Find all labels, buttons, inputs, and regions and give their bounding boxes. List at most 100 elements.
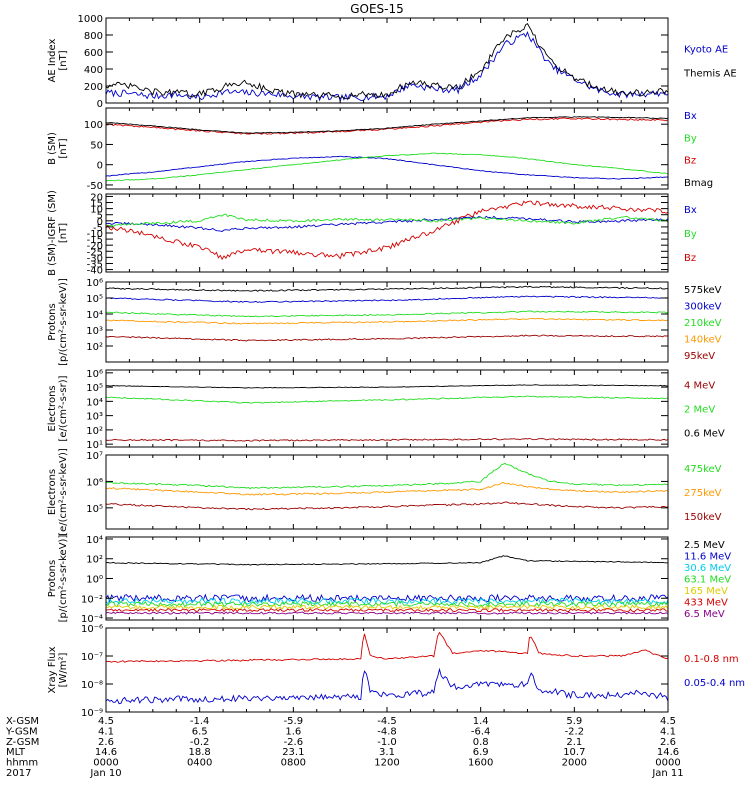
x-axis-value: -1.4 — [190, 716, 210, 727]
y-tick-label: 5 — [97, 211, 103, 222]
series-150kev-line — [105, 501, 669, 511]
y-axis-label: AE Index — [47, 38, 58, 82]
y-tick-label: 200 — [84, 82, 103, 93]
y-tick-label: 10⁻⁹ — [81, 708, 103, 719]
series-2-5-mev-line — [105, 555, 669, 566]
panel-7: 10⁻⁴ 10⁻² 10⁰ 10² 10⁴ Protons [p/(cm²-s-sr-keV… — [47, 535, 731, 625]
y-tick-label: 10³ — [86, 326, 103, 337]
y-tick-label: 10⁴ — [86, 397, 103, 408]
series-575kev-line — [105, 285, 669, 292]
series-bz-line — [105, 117, 669, 135]
series-bmag-line — [105, 116, 669, 134]
series-themis-ae-line — [105, 22, 669, 100]
y-tick-label: 600 — [84, 48, 103, 59]
x-axis-value: -6.4 — [471, 726, 491, 737]
x-axis-value: 0000 — [93, 758, 118, 769]
y-tick-label: 10⁻⁶ — [81, 624, 103, 635]
x-axis-value: -2.2 — [565, 726, 585, 737]
x-axis-value: -0.2 — [190, 737, 210, 748]
legend-entry: Bx — [684, 205, 697, 216]
y-tick-label: 0 — [97, 217, 103, 228]
y-tick-label: 10⁻⁴ — [81, 614, 103, 625]
legend-entry: 4 MeV — [684, 381, 715, 392]
x-axis-value: 4.1 — [660, 726, 676, 737]
series-4-mev-line — [105, 438, 669, 442]
x-axis-value: Jan 10 — [89, 768, 121, 779]
y-tick-label: -5 — [93, 223, 103, 234]
series-275kev-line — [105, 482, 669, 496]
legend-entry: 150keV — [684, 512, 722, 523]
series-433-mev-line — [105, 608, 669, 613]
y-tick-label: 10⁰ — [86, 575, 103, 586]
legend-entry: 575keV — [684, 285, 722, 296]
x-axis-value: 23.1 — [282, 747, 304, 758]
legend-entry: 140keV — [684, 335, 722, 346]
legend-entry: Bz — [684, 156, 696, 167]
series-by-line — [105, 152, 669, 182]
x-axis-value: 14.6 — [657, 747, 679, 758]
y-axis-unit: [nT] — [58, 138, 69, 158]
x-axis-value: 1600 — [468, 758, 493, 769]
panel-2: -50 0 50 100 B (SM) [nT] Bx By Bz Bmag — [47, 107, 713, 192]
x-axis-value: -4.8 — [377, 726, 397, 737]
y-tick-label: 15 — [90, 199, 103, 210]
series-0-1-0-8-nm-line — [106, 631, 669, 663]
series-140kev-line — [105, 317, 669, 325]
x-axis-row-label: Z-GSM — [6, 737, 39, 748]
x-axis-value: 2.1 — [566, 737, 582, 748]
y-axis-label: Electrons — [47, 469, 58, 515]
legend-entry: Bmag — [684, 178, 713, 189]
x-axis-value: 1200 — [374, 758, 399, 769]
x-axis-value: 14.6 — [95, 747, 117, 758]
x-axis-row-label: X-GSM — [6, 716, 39, 727]
y-axis-label: Xray Flux — [47, 646, 58, 693]
x-axis-value: 6.5 — [192, 726, 208, 737]
y-tick-label: 800 — [84, 31, 103, 42]
y-tick-label: 10⁻⁸ — [81, 680, 103, 691]
figure-title: GOES-15 — [350, 2, 404, 16]
x-axis-row-label: Y-GSM — [5, 726, 38, 737]
legend-entry: 433 MeV — [684, 598, 728, 609]
y-tick-label: 10² — [86, 426, 103, 437]
legend-entry: 300keV — [684, 302, 722, 313]
y-tick-label: 10 — [90, 205, 103, 216]
y-tick-label: 10⁴ — [86, 310, 103, 321]
y-tick-label: -40 — [87, 266, 103, 277]
x-axis-value: 18.8 — [189, 747, 211, 758]
y-tick-label: 10³ — [86, 412, 103, 423]
y-tick-label: 0 — [97, 161, 103, 172]
y-tick-label: 10⁶ — [86, 369, 103, 380]
x-axis-value: Jan 11 — [651, 768, 683, 779]
series-210kev-line — [105, 310, 669, 318]
y-axis-unit: [e/(cm²-s-sr-keV)] — [58, 448, 69, 536]
y-axis-unit: [e/(cm²-s-sr)] — [58, 375, 69, 441]
legend-entry: 95keV — [684, 351, 715, 362]
legend-entry: Themis AE — [683, 69, 737, 80]
series-6-5-mev-line — [105, 611, 669, 615]
y-axis-label: B (SM)-IGRF (SM) — [47, 190, 58, 276]
x-axis-value: 6.9 — [473, 747, 489, 758]
y-tick-label: -20 — [87, 241, 103, 252]
series-by-line — [105, 213, 669, 228]
x-axis-value: 0400 — [187, 758, 212, 769]
x-axis-row-label: 2017 — [6, 768, 31, 779]
x-axis-row-label: MLT — [6, 747, 26, 758]
legend-entry: Bz — [684, 253, 696, 264]
x-axis-value: 2000 — [562, 758, 587, 769]
y-tick-label: 10⁴ — [86, 535, 103, 546]
x-axis-value: -5.9 — [284, 716, 304, 727]
y-tick-label: 10⁵ — [86, 383, 103, 394]
legend-entry: 0.1-0.8 nm — [684, 654, 739, 665]
y-tick-label: -30 — [87, 253, 103, 264]
y-tick-label: 10¹ — [86, 440, 103, 451]
legend-entry: By — [684, 229, 697, 240]
x-axis-value: 0800 — [281, 758, 306, 769]
y-tick-label: 20 — [90, 192, 103, 203]
x-axis-value: 2.6 — [660, 737, 676, 748]
legend-entry: 6.5 MeV — [684, 609, 725, 620]
x-axis-value: 0000 — [655, 758, 680, 769]
legend-entry: 0.05-0.4 nm — [684, 678, 745, 689]
series-165-mev-line — [105, 604, 669, 610]
x-axis-value: 5.9 — [566, 716, 582, 727]
x-axis-value: 0.8 — [473, 737, 489, 748]
